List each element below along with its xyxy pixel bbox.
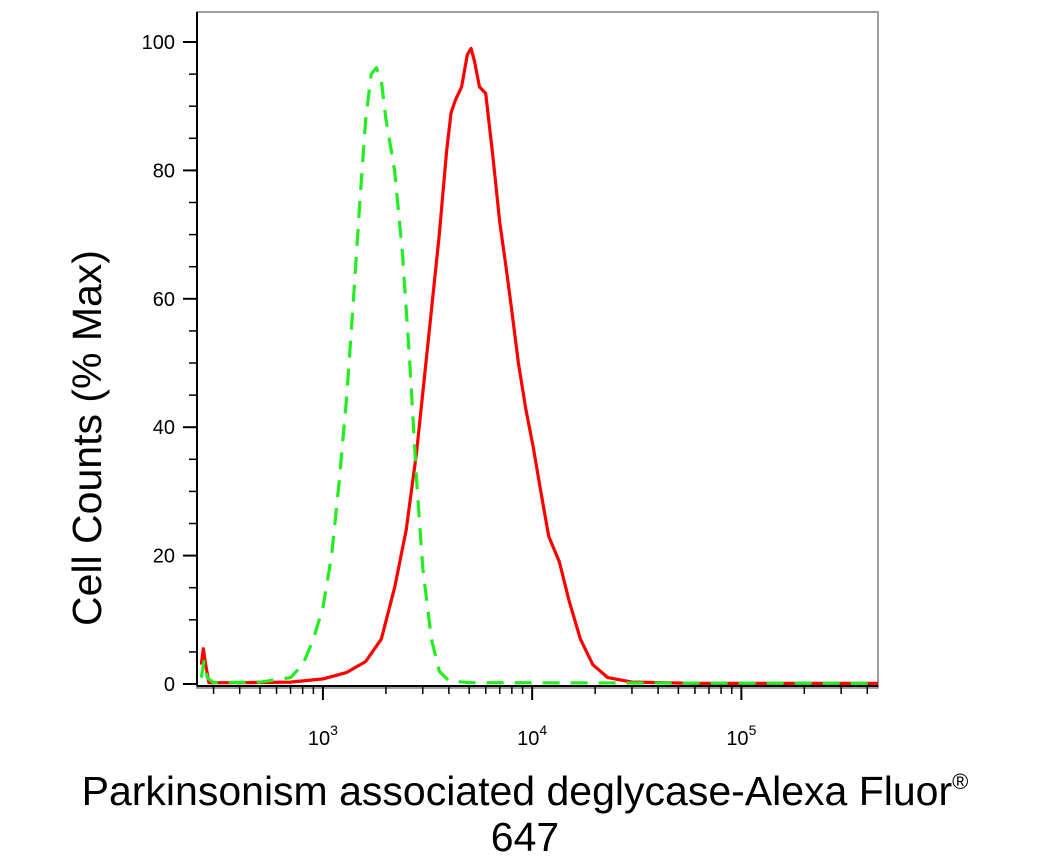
y-tick-label: 20 [153, 546, 175, 568]
y-tick-label: 60 [153, 289, 175, 311]
x-tick-label-exponent: 5 [749, 722, 757, 738]
x-tick-label: 104 [517, 722, 547, 750]
y-axis-label: Cell Counts (% Max) [64, 250, 110, 626]
y-tick-label: 0 [164, 674, 175, 696]
x-tick-label-base: 10 [726, 728, 748, 750]
x-axis: 103 104 105 [197, 685, 878, 750]
y-tick-label: 80 [153, 160, 175, 182]
x-tick-label-base: 10 [308, 728, 330, 750]
isotype-control-curve [199, 66, 879, 685]
x-axis-label-sup: ® [952, 769, 968, 794]
y-tick-label: 100 [142, 32, 175, 54]
plot-frame [196, 11, 879, 689]
x-tick-label: 105 [726, 722, 756, 750]
y-axis: 0 20 40 60 80 100 [142, 12, 198, 696]
series-layer [199, 46, 879, 685]
x-axis-label: Parkinsonism associated deglycase-Alexa … [82, 768, 969, 814]
x-tick-label-base: 10 [517, 728, 539, 750]
x-tick-label-exponent: 3 [330, 722, 338, 738]
x-tick-label-exponent: 4 [539, 722, 547, 738]
y-tick-label: 40 [153, 417, 175, 439]
x-tick-label: 103 [308, 722, 338, 750]
sample-histogram-curve [199, 46, 878, 685]
x-axis-label-line2: 647 [491, 814, 559, 859]
x-axis-label-main: Parkinsonism associated deglycase-Alexa … [82, 768, 953, 814]
